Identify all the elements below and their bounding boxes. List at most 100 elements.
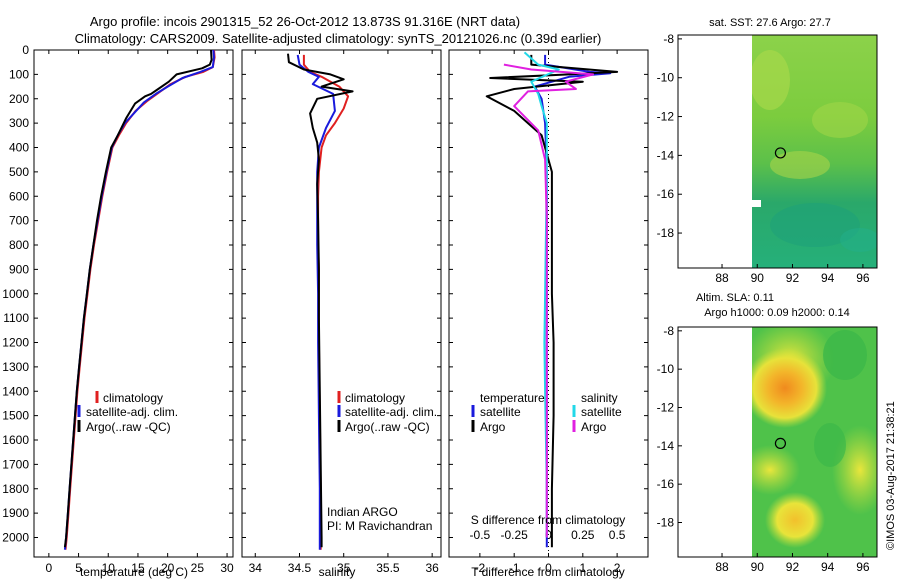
salinity-axis-label: salinity <box>319 565 356 579</box>
map-x-tick-label: 94 <box>821 560 835 574</box>
depth-tick-label: 300 <box>9 116 29 130</box>
legend-label-argo: Argo(..raw -QC) <box>345 420 430 434</box>
sla-yellow-patch <box>752 445 800 495</box>
sla-map-title-line1: Altim. SLA: 0.11 <box>696 292 774 304</box>
sla-map: 88 90 92 94 96 -8 -10 -12 -14 -16 -18 <box>657 324 878 574</box>
map-x-tick-label: 88 <box>715 271 729 285</box>
salinity-panel: 34 34.5 35 35.5 36 <box>242 49 441 575</box>
map-y-tick-label: -8 <box>663 32 674 46</box>
temperature-axis-label: temperature (deg C) <box>80 565 188 579</box>
legend-label-satellite: satellite-adj. clim. <box>345 405 437 419</box>
series-group <box>287 53 354 550</box>
map-y-tick-label: -12 <box>657 401 675 415</box>
salinity-panel-frame <box>241 49 442 558</box>
depth-tick-label: 200 <box>9 92 29 106</box>
x-tick-label: 0 <box>545 561 552 575</box>
map-x-tick-label: 92 <box>786 271 800 285</box>
sla-green-patch <box>823 330 867 380</box>
legend-heading-salinity: salinity <box>581 391 618 405</box>
map-x-tick-label: 88 <box>715 560 729 574</box>
sst-map-title: sat. SST: 27.6 Argo: 27.7 <box>709 17 831 29</box>
x-tick-label: 35 <box>337 561 351 575</box>
map-y-tick-label: -18 <box>657 516 675 530</box>
imos-timestamp: ©IMOS 03-Aug-2017 21:38:21 <box>885 401 897 550</box>
legend-label-argo: Argo(..raw -QC) <box>86 420 171 434</box>
series-group <box>63 50 216 550</box>
series-line-s-argo <box>503 63 595 538</box>
x-tick-label: 34 <box>249 561 263 575</box>
depth-tick-label: 1400 <box>2 384 29 398</box>
depth-tick-label: 0 <box>22 43 29 57</box>
map-y-tick-label: -10 <box>657 362 675 376</box>
sst-warm-patch <box>752 50 790 110</box>
temperature-panel-frame <box>33 49 234 558</box>
map-y-tick-label: -16 <box>657 187 675 201</box>
legend-label-s-argo: Argo <box>581 420 607 434</box>
depth-tick-label: 500 <box>9 165 29 179</box>
top-tick-label: -0.25 <box>501 528 529 542</box>
depth-tick-label: 1600 <box>2 433 29 447</box>
salinity-legend: climatology satellite-adj. clim. Argo(..… <box>327 391 437 533</box>
legend-label-t-satellite: satellite <box>480 405 521 419</box>
x-tick-label: 20 <box>161 561 175 575</box>
sla-map-title-line2: Argo h1000: 0.09 h2000: 0.14 <box>704 307 850 319</box>
depth-tick-label: 1800 <box>2 482 29 496</box>
depth-tick-label: 700 <box>9 214 29 228</box>
x-tick-label: 2 <box>614 561 621 575</box>
map-x-tick-label: 94 <box>821 271 835 285</box>
series-line-s-satellite <box>523 51 560 538</box>
temperature-legend: climatology satellite-adj. clim. Argo(..… <box>77 391 178 434</box>
depth-tick-label: 800 <box>9 238 29 252</box>
sla-green-patch <box>814 423 846 467</box>
x-tick-label: 34.5 <box>288 561 312 575</box>
x-tick-label: 10 <box>102 561 116 575</box>
difference-legend: temperature satellite Argo salinity sate… <box>471 391 626 527</box>
legend-label-s-satellite: satellite <box>581 405 622 419</box>
sst-warm-patch <box>812 102 868 138</box>
depth-tick-label: 1900 <box>2 506 29 520</box>
map-x-tick-label: 90 <box>751 271 765 285</box>
sla-map-frame <box>677 326 878 558</box>
depth-tick-label: 1200 <box>2 336 29 350</box>
legend-label-climatology: climatology <box>103 391 163 405</box>
map-y-tick-label: -14 <box>657 148 675 162</box>
sla-hot-spot <box>752 348 827 428</box>
sst-cool-patch <box>840 228 877 252</box>
depth-tick-label: 400 <box>9 141 29 155</box>
depth-tick-label: 1000 <box>2 287 29 301</box>
s-difference-axis-label: S difference from climatology <box>471 513 626 527</box>
series-line-argo <box>287 53 354 548</box>
pi-annotation-line2: PI: M Ravichandran <box>327 519 432 533</box>
map-x-tick-label: 90 <box>751 560 765 574</box>
map-x-tick-label: 96 <box>856 271 870 285</box>
argo-float-marker <box>774 437 787 449</box>
map-y-tick-label: -8 <box>663 324 674 338</box>
depth-tick-label: 600 <box>9 189 29 203</box>
map-y-tick-label: -18 <box>657 226 675 240</box>
pi-annotation-line1: Indian ARGO <box>327 505 398 519</box>
sst-field <box>752 35 877 268</box>
sst-warm-patch <box>770 151 830 179</box>
depth-tick-label: 2000 <box>2 531 29 545</box>
figure-title-line1: Argo profile: incois 2901315_52 26-Oct-2… <box>90 14 520 29</box>
map-x-tick-label: 96 <box>856 560 870 574</box>
x-tick-label: 25 <box>191 561 205 575</box>
legend-label-climatology: climatology <box>345 391 405 405</box>
sst-map-frame <box>677 34 878 269</box>
series-group <box>485 51 619 548</box>
map-y-tick-label: -14 <box>657 439 675 453</box>
series-line-t-argo <box>485 54 619 548</box>
legend-label-t-argo: Argo <box>480 420 506 434</box>
x-tick-label: 15 <box>131 561 145 575</box>
x-tick-label: 35.5 <box>376 561 400 575</box>
map-y-tick-label: -12 <box>657 110 675 124</box>
argo-float-marker <box>774 147 787 159</box>
x-tick-label: 0 <box>46 561 53 575</box>
legend-heading-temperature: temperature <box>480 391 545 405</box>
depth-tick-label: 900 <box>9 262 29 276</box>
top-tick-label: 0.25 <box>571 528 595 542</box>
depth-tick-label: 100 <box>9 67 29 81</box>
sst-map-axes: 88 90 92 94 96 -8 -10 -12 -14 -16 -18 <box>657 32 870 285</box>
